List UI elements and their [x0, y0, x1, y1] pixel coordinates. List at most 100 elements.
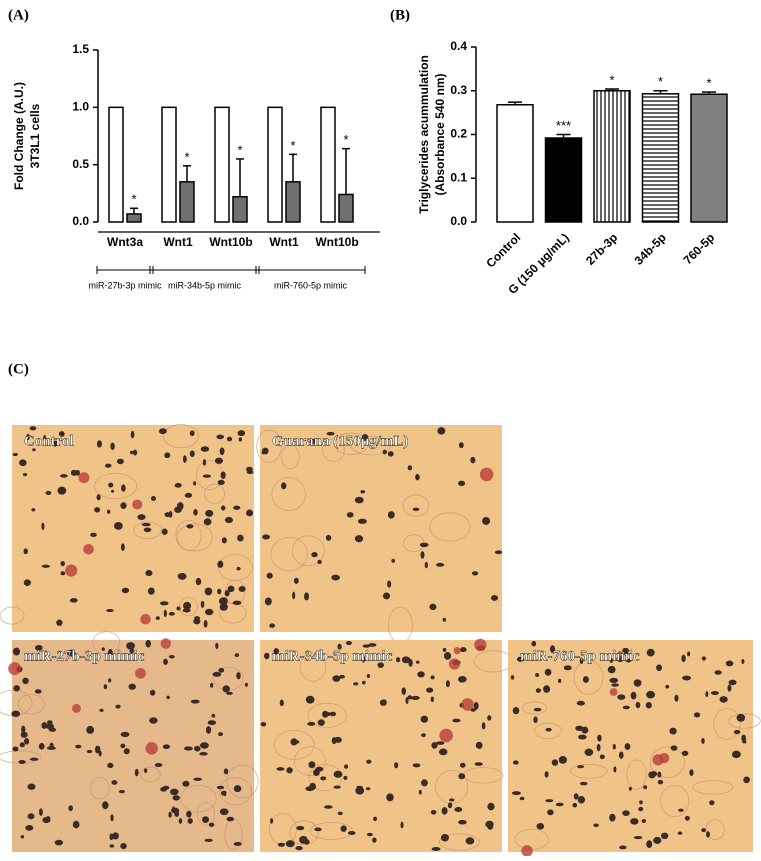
cell — [531, 640, 537, 647]
tissue — [281, 444, 300, 470]
cell — [678, 808, 684, 812]
cell — [108, 482, 114, 488]
cell — [326, 431, 335, 436]
cell — [366, 832, 373, 837]
bar — [179, 181, 195, 223]
cell — [544, 771, 549, 778]
cell — [706, 831, 710, 838]
cell — [458, 442, 464, 449]
tissue — [291, 535, 325, 567]
tissue — [180, 784, 217, 813]
y-tick-label: 0.0 — [72, 214, 89, 228]
cell — [96, 440, 102, 448]
cell — [141, 522, 151, 527]
cell — [354, 496, 364, 504]
cell — [168, 611, 175, 616]
lipid-droplet — [461, 698, 474, 711]
cell — [286, 767, 293, 774]
cell — [333, 770, 343, 778]
cell — [22, 677, 29, 685]
cell — [219, 808, 229, 816]
cell — [129, 647, 135, 654]
cell — [551, 759, 559, 766]
y-axis-label: Fold Change (A.U.) — [12, 82, 26, 190]
cell — [545, 799, 554, 803]
micrograph: miR-760-5p mimic — [508, 640, 761, 857]
cell — [269, 623, 276, 628]
cell — [21, 725, 26, 734]
lipid-droplet — [140, 613, 151, 625]
cell — [309, 438, 317, 445]
cell — [572, 802, 578, 808]
cell — [431, 742, 438, 749]
cell — [182, 455, 187, 463]
cell — [204, 838, 213, 842]
cell — [682, 675, 692, 681]
cell — [547, 809, 554, 816]
cell — [38, 808, 43, 816]
cell — [168, 655, 175, 659]
cell — [329, 711, 336, 717]
bar — [320, 106, 336, 223]
tissue — [307, 702, 347, 728]
micrograph-label: miR-760-5p mimic — [520, 648, 640, 664]
cell — [473, 701, 479, 710]
cell — [163, 609, 167, 618]
cell — [212, 671, 222, 677]
cell — [244, 682, 248, 687]
cell — [41, 722, 48, 729]
cell — [106, 509, 111, 514]
cell — [218, 597, 228, 606]
cell — [470, 708, 476, 712]
cell — [458, 819, 467, 825]
significance-label: * — [184, 149, 189, 164]
cell — [246, 466, 253, 472]
cell — [189, 430, 195, 437]
cell — [296, 825, 305, 831]
cell — [458, 773, 466, 780]
cell — [292, 591, 296, 600]
cell — [276, 767, 285, 771]
cell — [221, 537, 227, 544]
cell — [54, 839, 64, 846]
cell — [27, 813, 35, 820]
cell — [208, 822, 215, 827]
cell — [31, 508, 36, 512]
tissue — [333, 432, 369, 456]
cell — [599, 754, 605, 760]
cell — [670, 745, 678, 751]
cell — [616, 655, 625, 662]
cell — [29, 757, 39, 761]
tissue — [728, 713, 761, 729]
cell — [210, 682, 214, 688]
cell — [163, 658, 168, 665]
lipid-droplet — [609, 688, 618, 696]
cell — [94, 745, 101, 754]
cell — [145, 569, 153, 577]
tissue — [402, 494, 430, 517]
cell — [204, 587, 213, 596]
cell — [216, 785, 225, 790]
cell — [575, 725, 584, 731]
cell — [203, 620, 208, 628]
group-label: miR-760-5p mimic — [274, 280, 348, 290]
cell — [373, 816, 378, 822]
cell — [183, 601, 192, 610]
cell — [137, 514, 146, 520]
cell — [12, 452, 19, 457]
y-axis-label: Triglycerides acummulation — [417, 55, 431, 214]
cell — [535, 688, 541, 693]
cell — [346, 512, 354, 518]
lipid-droplet — [453, 647, 461, 655]
cell — [577, 795, 586, 804]
cell — [331, 574, 340, 581]
cell — [457, 676, 467, 683]
cell — [558, 755, 567, 764]
cell — [260, 722, 267, 727]
cell — [557, 678, 562, 683]
cell — [52, 440, 58, 447]
cell — [368, 643, 377, 647]
cell — [657, 771, 662, 778]
cell — [307, 721, 316, 726]
